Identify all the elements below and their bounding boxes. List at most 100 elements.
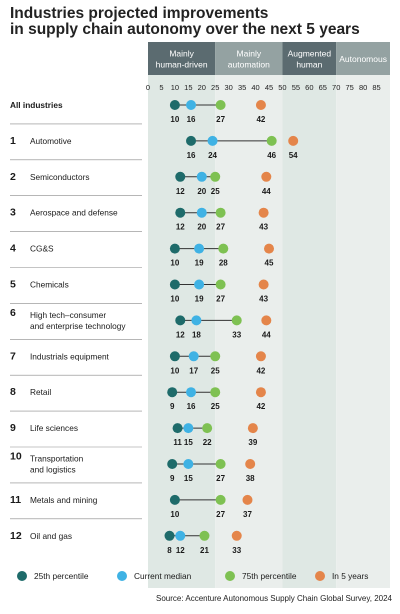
value-label-p25-12: 8 <box>167 546 172 555</box>
value-label-in5-4: 45 <box>265 259 274 268</box>
band-label-1-0: Mainly <box>237 49 262 59</box>
dot-p75-2 <box>210 171 221 182</box>
dot-in5-9 <box>247 423 258 434</box>
x-tick-label-17: 85 <box>372 83 380 92</box>
dot-p25-6 <box>175 315 186 326</box>
dot-median-9 <box>183 423 194 434</box>
band-label-2-1: human <box>296 60 322 70</box>
x-tick-label-5: 25 <box>211 83 219 92</box>
dot-median-8 <box>186 387 197 398</box>
value-label-p75-7: 25 <box>211 366 220 375</box>
row-number-5: 5 <box>10 279 16 291</box>
value-label-p75-1: 46 <box>267 151 276 160</box>
value-label-p25-10: 9 <box>170 474 175 483</box>
dot-in5-6 <box>261 315 272 326</box>
x-tick-label-10: 50 <box>278 83 286 92</box>
dot-p25-5 <box>169 279 180 290</box>
dot-p25-0 <box>169 100 180 110</box>
band-header-1 <box>215 42 283 75</box>
value-label-p25-11: 10 <box>170 510 179 519</box>
value-label-p75-9: 22 <box>203 438 212 447</box>
row-label-8-0: Retail <box>30 387 51 397</box>
dot-p75-1 <box>266 135 277 146</box>
dot-p25-7 <box>169 351 180 362</box>
dot-median-3 <box>196 207 207 218</box>
value-label-median-10: 15 <box>184 474 193 483</box>
dot-median-0 <box>186 100 197 110</box>
value-label-p75-0: 27 <box>216 115 225 124</box>
x-tick-label-11: 55 <box>292 83 300 92</box>
dot-p25-1 <box>186 135 197 146</box>
chart-title: Industries projected improvements in sup… <box>10 6 390 38</box>
dot-median-2 <box>196 171 207 182</box>
value-label-p25-7: 10 <box>170 366 179 375</box>
value-label-in5-7: 42 <box>256 366 265 375</box>
dot-p75-5 <box>215 279 226 290</box>
dot-p75-8 <box>210 387 221 398</box>
dot-median-1 <box>207 135 218 146</box>
band-label-2-0: Augmented <box>288 49 332 59</box>
row-label-10-0: Transportation <box>30 454 84 464</box>
row-label-11-0: Metals and mining <box>30 495 98 505</box>
x-tick-label-3: 15 <box>184 83 192 92</box>
x-tick-label-6: 30 <box>224 83 232 92</box>
value-label-p25-0: 10 <box>170 115 179 124</box>
value-label-median-1: 24 <box>208 151 217 160</box>
row-number-12: 12 <box>10 530 22 542</box>
chart-title-line-2: in supply chain autonomy over the next 5… <box>10 21 360 38</box>
value-label-median-0: 16 <box>187 115 196 124</box>
dot-median-5 <box>194 279 205 290</box>
dot-p25-9 <box>172 423 183 434</box>
x-tick-label-9: 45 <box>265 83 273 92</box>
dot-p75-7 <box>210 351 221 362</box>
row-label-12-0: Oil and gas <box>30 531 72 541</box>
value-label-in5-12: 33 <box>232 546 241 555</box>
dot-median-7 <box>188 351 199 362</box>
row-number-2: 2 <box>10 171 16 183</box>
band-header-0 <box>148 42 216 75</box>
x-tick-label-2: 10 <box>171 83 179 92</box>
source-note: Source: Accenture Autonomous Supply Chai… <box>156 594 392 603</box>
value-label-p25-1: 16 <box>187 151 196 160</box>
value-label-median-12: 12 <box>176 546 185 555</box>
row-number-3: 3 <box>10 207 16 219</box>
value-label-p75-8: 25 <box>211 402 220 411</box>
value-label-p25-9: 11 <box>173 438 182 447</box>
legend-marker-1 <box>117 571 127 581</box>
value-label-p75-12: 21 <box>200 546 209 555</box>
value-label-in5-8: 42 <box>256 402 265 411</box>
legend-marker-2 <box>225 571 235 581</box>
dot-p25-10 <box>167 459 178 469</box>
band-background-3 <box>336 75 390 588</box>
row-number-4: 4 <box>10 243 16 255</box>
legend-marker-3 <box>315 571 325 581</box>
value-label-median-9: 15 <box>184 438 193 447</box>
dot-in5-3 <box>258 207 269 218</box>
dot-p75-12 <box>199 530 210 541</box>
x-tick-label-1: 5 <box>159 83 163 92</box>
band-header-2 <box>282 42 337 75</box>
value-label-p75-10: 27 <box>216 474 225 483</box>
band-label-1-1: automation <box>228 60 270 70</box>
value-label-median-4: 19 <box>195 259 204 268</box>
value-label-p75-2: 25 <box>211 187 220 196</box>
dot-p25-3 <box>175 207 186 218</box>
dot-in5-4 <box>264 243 274 254</box>
band-background-0 <box>148 75 216 588</box>
dot-in5-2 <box>261 171 272 182</box>
dot-p25-12 <box>164 530 175 541</box>
value-label-in5-9: 39 <box>248 438 257 447</box>
value-label-in5-1: 54 <box>289 151 298 160</box>
x-tick-label-4: 20 <box>198 83 206 92</box>
band-label-3-0: Autonomous <box>339 54 387 64</box>
dot-p25-4 <box>169 243 180 254</box>
chart-title-line-1: Industries projected improvements <box>10 5 269 22</box>
value-label-in5-2: 44 <box>262 187 271 196</box>
value-label-in5-0: 42 <box>256 115 265 124</box>
value-label-median-3: 20 <box>197 223 206 232</box>
row-label-6-1: and enterprise technology <box>30 321 126 331</box>
value-label-in5-5: 43 <box>259 295 268 304</box>
row-label-9-0: Life sciences <box>30 423 78 433</box>
value-label-p25-3: 12 <box>176 223 185 232</box>
